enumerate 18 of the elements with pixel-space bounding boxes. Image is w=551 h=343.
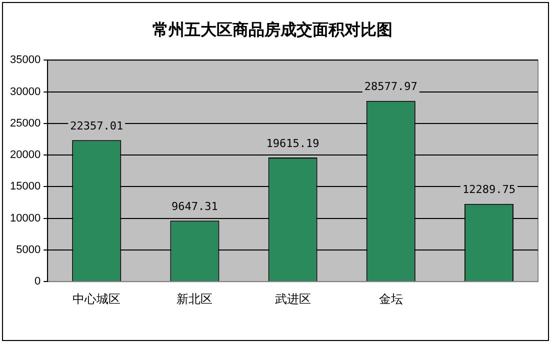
x-tick-label: 新北区 [176,292,213,306]
data-label: 19615.19 [266,136,320,150]
data-label: 28577.97 [364,80,418,94]
y-tick-label: 15000 [10,180,41,193]
chart-title: 常州五大区商品房成交面积对比图 [152,20,392,39]
data-label: 12289.75 [462,183,516,196]
y-tick-label: 30000 [10,86,41,98]
y-tick-label: 5000 [16,244,41,256]
y-tick-label: 20000 [10,149,41,162]
data-label: 22357.01 [70,120,124,133]
y-tick-label: 10000 [10,212,41,224]
y-tick-label: 25000 [10,117,41,130]
x-tick-label: 金坛 [378,292,403,306]
y-tick-label: 35000 [10,54,41,66]
y-tick-label: 0 [34,276,41,288]
x-tick-label: 中心城区 [72,292,121,306]
data-label: 9647.31 [172,200,218,213]
x-tick-label: 武进区 [274,292,311,306]
